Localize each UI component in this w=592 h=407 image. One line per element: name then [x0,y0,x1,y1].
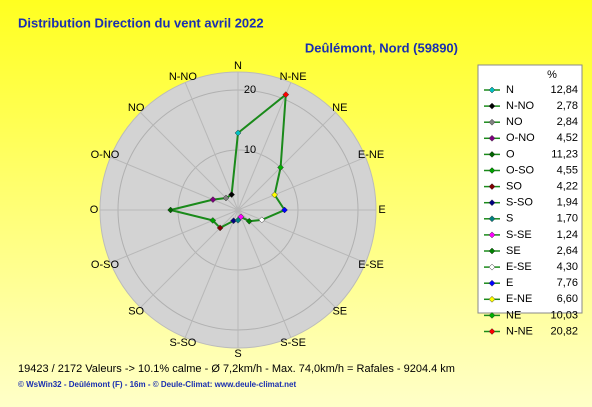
spoke [237,112,336,211]
direction-label: O-SO [91,259,120,271]
legend-label: SE [506,245,521,257]
legend-value: 1,70 [557,213,578,225]
legend-value: 1,24 [557,229,578,241]
legend-label: N-NE [506,325,533,337]
point-marker [281,206,288,214]
legend-marker [488,215,496,223]
legend-marker [488,183,496,190]
legend-marker [488,134,496,142]
legend-marker [488,118,496,126]
spoke [184,82,239,211]
legend-value: 1,94 [557,197,578,209]
point-marker [258,216,266,224]
legend-label: O [506,148,515,160]
legend-marker [488,102,496,110]
legend-label: E-SE [506,261,532,273]
footer-credit: © WsWin32 - Deûlémont (F) - 16m - © Deul… [18,380,296,389]
direction-label: E [378,204,385,216]
direction-label: NO [128,102,145,114]
direction-label: SO [128,306,144,318]
legend-label: N [506,84,514,96]
legend-label: NE [506,309,521,321]
legend-value: 10,03 [550,309,578,321]
legend-marker [488,279,496,287]
legend-value: 4,30 [557,261,578,273]
point-marker [209,196,217,203]
spoke [184,209,239,338]
legend-value: 6,60 [557,293,578,305]
legend-marker [488,151,496,158]
legend-marker [488,231,496,239]
legend-value: 4,22 [557,181,578,193]
spoke [110,209,239,264]
legend-marker [488,247,496,255]
legend-label: E-NE [506,293,532,305]
legend-label: S-SO [506,197,533,209]
point-marker [167,206,174,214]
legend-marker [488,312,496,319]
point-marker [237,213,245,221]
legend-label: E [506,277,513,289]
point-marker [216,224,224,232]
direction-label: N [234,60,242,72]
legend-marker [488,328,496,335]
legend-marker [488,86,496,94]
spoke [237,209,336,308]
legend-header: % [547,69,557,81]
legend-label: NO [506,116,523,128]
point-marker [282,91,290,98]
legend-label: O-SO [506,164,535,176]
direction-label: O-NO [91,149,120,161]
direction-label: S-SO [169,337,196,349]
point-marker [234,129,242,137]
direction-label: E-SE [358,259,384,271]
spoke [237,156,366,211]
legend-marker [488,167,496,174]
spoke [237,209,366,264]
legend-value: 20,82 [550,325,578,337]
direction-label: S [234,348,241,360]
legend-label: N-NO [506,100,535,112]
direction-label: N-NO [169,71,198,83]
direction-label: NE [332,102,347,114]
spoke [110,156,239,211]
point-marker [245,217,253,225]
direction-label: E-NE [358,149,384,161]
point-marker [228,191,235,198]
r-tick-label: 20 [244,84,256,96]
direction-label: SE [332,306,347,318]
legend-label: S [506,213,513,225]
legend-value: 4,55 [557,164,578,176]
legend-value: 2,64 [557,245,578,257]
spoke [237,82,292,211]
spoke [140,112,239,211]
direction-label: N-NE [280,71,307,83]
legend-value: 2,78 [557,100,578,112]
legend-value: 7,76 [557,277,578,289]
point-marker [209,217,217,224]
footer-stats: 19423 / 2172 Valeurs -> 10.1% calme - Ø … [18,363,455,375]
legend-label: O-NO [506,132,535,144]
legend-marker [488,263,496,271]
legend-marker [488,295,496,303]
r-tick-label: 10 [244,144,256,156]
legend-label: SO [506,181,522,193]
legend-label: S-SE [506,229,532,241]
chart-title: Distribution Direction du vent avril 202… [18,15,264,30]
point-marker [222,194,230,202]
legend-value: 2,84 [557,116,578,128]
chart-subtitle: Deûlémont, Nord (59890) [305,40,458,55]
direction-label: S-SE [280,337,306,349]
legend-value: 11,23 [551,148,578,160]
legend-value: 4,52 [557,132,578,144]
direction-label: O [90,204,99,216]
legend-marker [488,199,496,207]
point-marker [271,191,278,199]
point-marker [277,164,284,171]
legend-value: 12,84 [550,84,578,96]
spoke [237,209,292,338]
